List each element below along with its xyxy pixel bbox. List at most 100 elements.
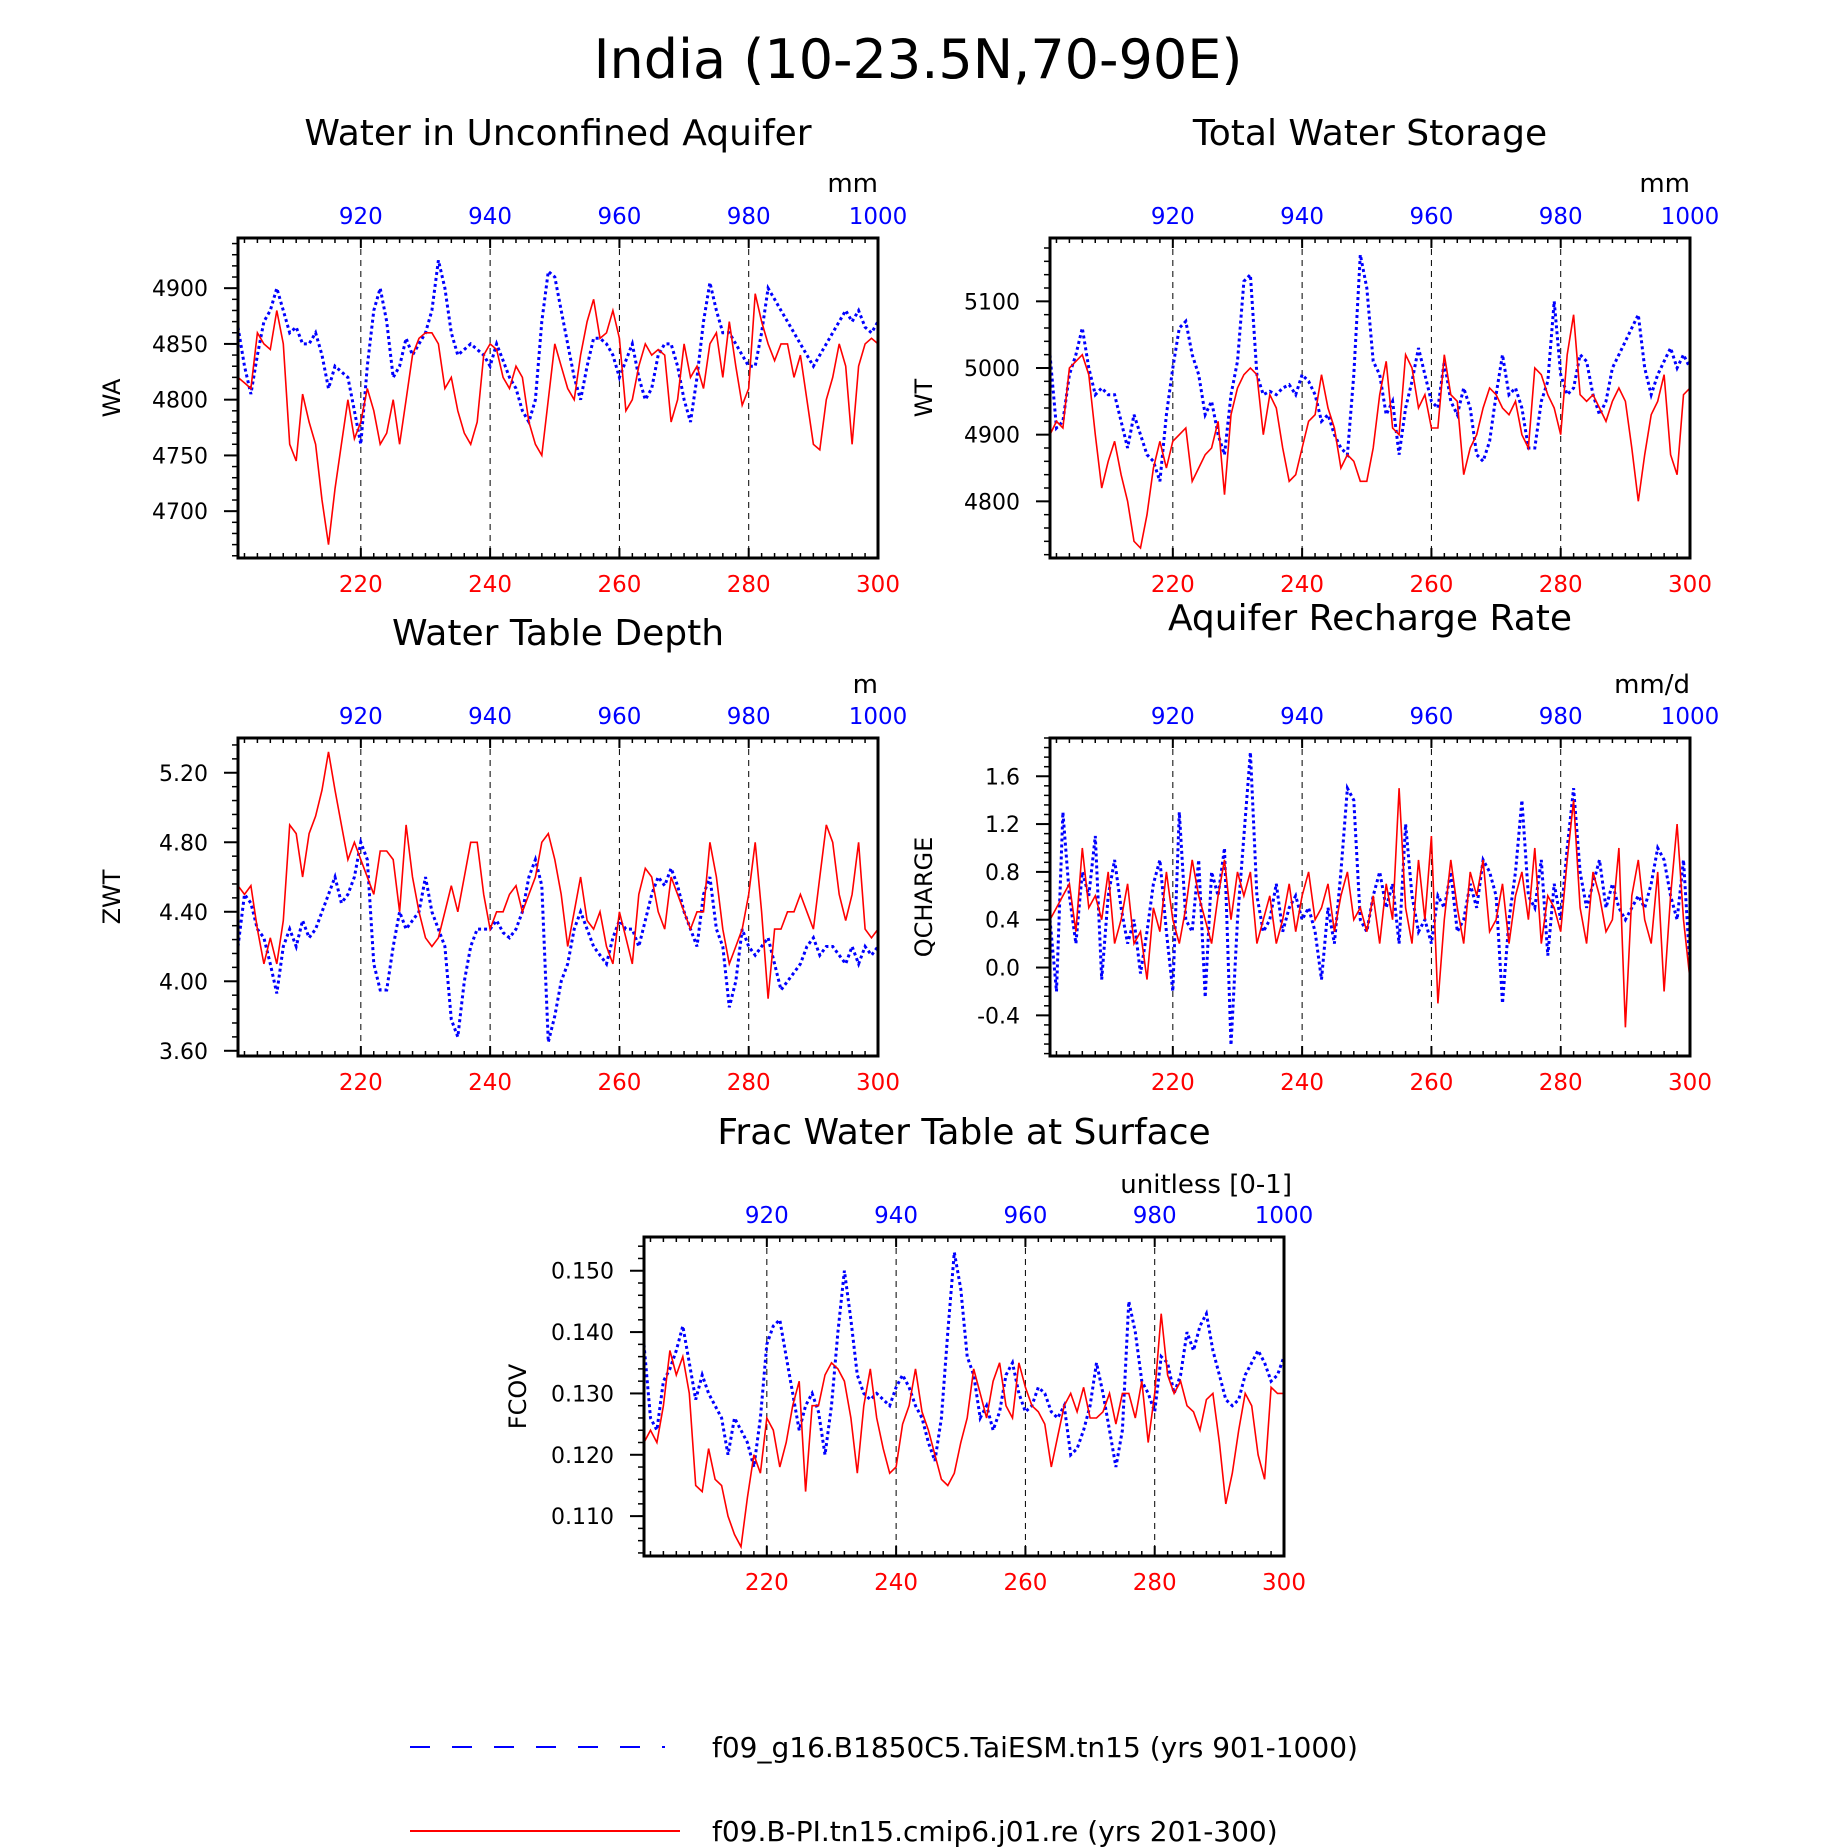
x-tick-label-top: 920	[339, 704, 383, 730]
y-tick-label: 3.60	[159, 1040, 208, 1065]
panel-3: Water Table Depth m ZWT 220 920 240 940 260 960 2…	[98, 613, 907, 1096]
x-tick-label-bottom: 220	[339, 1070, 383, 1096]
x-tick-label-top: 940	[874, 1203, 918, 1229]
x-tick-label-bottom: 260	[597, 1070, 641, 1096]
y-axis-label: WA	[98, 378, 126, 417]
x-tick-label-bottom: 300	[1668, 572, 1712, 598]
units-label: mm	[1639, 169, 1690, 199]
x-tick-label-bottom: 220	[1151, 1070, 1195, 1096]
panel-title: Aquifer Recharge Rate	[1168, 598, 1572, 639]
x-tick-label-bottom: 240	[468, 1070, 512, 1096]
y-tick-label: 1.2	[985, 813, 1020, 838]
y-tick-label: 4800	[152, 389, 208, 414]
panel-2: Total Water Storage mm WT 220 920 240 940 260 96…	[910, 113, 1719, 598]
units-label: unitless [0-1]	[1120, 1170, 1292, 1200]
units-label: m	[853, 670, 878, 700]
x-tick-label-bottom: 280	[1539, 1070, 1583, 1096]
x-tick-label-top: 960	[1003, 1203, 1047, 1229]
x-tick-label-top: 960	[1409, 704, 1453, 730]
x-tick-label-top: 980	[1539, 204, 1583, 230]
x-tick-label-bottom: 220	[745, 1570, 789, 1596]
x-tick-label-bottom: 220	[339, 572, 383, 598]
y-tick-label: 4.40	[159, 901, 208, 926]
y-tick-label: 4.00	[159, 970, 208, 995]
x-tick-label-top: 940	[1280, 704, 1324, 730]
x-tick-label-top: 980	[1133, 1203, 1177, 1229]
x-tick-label-top: 920	[1151, 704, 1195, 730]
x-tick-label-bottom: 220	[1151, 572, 1195, 598]
plot-frame	[236, 736, 880, 1058]
series-line-blue	[236, 836, 880, 1043]
x-tick-label-top: 960	[1409, 204, 1453, 230]
panel-4: Aquifer Recharge Rate mm/d QCHARGE 220 920 24…	[910, 598, 1719, 1096]
series-line-blue	[642, 1252, 1286, 1468]
x-tick-label-bottom: 300	[856, 572, 900, 598]
x-tick-label-top: 980	[727, 704, 771, 730]
x-tick-label-bottom: 280	[727, 1070, 771, 1096]
panel-title: Total Water Storage	[1192, 113, 1547, 154]
x-tick-label-top: 980	[727, 204, 771, 230]
x-tick-label-bottom: 300	[1262, 1570, 1306, 1596]
x-tick-label-top: 960	[597, 704, 641, 730]
x-tick-label-top: 940	[1280, 204, 1324, 230]
x-tick-label-bottom: 280	[1133, 1570, 1177, 1596]
x-tick-label-bottom: 260	[597, 572, 641, 598]
x-tick-label-top: 980	[1539, 704, 1583, 730]
x-tick-label-bottom: 240	[1280, 1070, 1324, 1096]
y-tick-label: 0.110	[551, 1505, 614, 1530]
x-tick-label-top: 1000	[1661, 704, 1720, 730]
x-tick-label-top: 1000	[849, 204, 908, 230]
series-line-blue	[236, 259, 880, 445]
y-tick-label: 4800	[964, 490, 1020, 515]
y-axis-label: WT	[910, 378, 938, 417]
x-tick-label-bottom: 300	[856, 1070, 900, 1096]
x-tick-label-bottom: 260	[1409, 572, 1453, 598]
legend-label-red: f09.B-PI.tn15.cmip6.j01.re (yrs 201-300)	[712, 1815, 1278, 1848]
x-tick-label-top: 920	[339, 204, 383, 230]
x-tick-label-bottom: 240	[1280, 572, 1324, 598]
series-line-red	[237, 751, 879, 999]
x-tick-label-top: 940	[468, 704, 512, 730]
x-tick-label-bottom: 280	[727, 572, 771, 598]
panel-title: Frac Water Table at Surface	[717, 1112, 1210, 1153]
chart-panels: Water in Unconfined Aquifer mm WA 220 920 240…	[98, 113, 1719, 1596]
panel-title: Water Table Depth	[392, 613, 724, 654]
y-tick-label: 5000	[964, 357, 1020, 382]
y-tick-label: 1.6	[985, 765, 1020, 790]
x-tick-label-bottom: 260	[1003, 1570, 1047, 1596]
y-tick-label: 4900	[152, 277, 208, 302]
series-line-blue	[1048, 254, 1692, 482]
y-tick-label: 4900	[964, 424, 1020, 449]
y-tick-label: 5.20	[159, 762, 208, 787]
panel-5: Frac Water Table at Surface unitless [0-1…	[504, 1112, 1313, 1596]
y-tick-label: 4.80	[159, 831, 208, 856]
main-title: India (10-23.5N,70-90E)	[594, 28, 1243, 91]
y-tick-label: 0.120	[551, 1444, 614, 1469]
x-tick-label-bottom: 240	[874, 1570, 918, 1596]
y-tick-label: 5100	[964, 290, 1020, 315]
y-tick-label: 0.130	[551, 1382, 614, 1407]
y-tick-label: 4850	[152, 333, 208, 358]
x-tick-label-top: 1000	[849, 704, 908, 730]
series-line-blue	[1048, 752, 1692, 1046]
x-tick-label-top: 1000	[1661, 204, 1720, 230]
y-tick-label: 4750	[152, 444, 208, 469]
y-tick-label: 0.0	[985, 957, 1020, 982]
y-tick-label: -0.4	[977, 1004, 1020, 1029]
y-tick-label: 0.4	[985, 909, 1020, 934]
plot-frame	[642, 1235, 1286, 1558]
panel-1: Water in Unconfined Aquifer mm WA 220 920 240…	[98, 113, 907, 598]
y-tick-label: 0.8	[985, 861, 1020, 886]
x-tick-label-top: 1000	[1255, 1203, 1314, 1229]
series-line-red	[237, 293, 879, 545]
x-tick-label-top: 920	[745, 1203, 789, 1229]
x-tick-label-top: 920	[1151, 204, 1195, 230]
plot-frame	[1048, 236, 1692, 560]
plot-frame	[236, 236, 880, 560]
x-tick-label-bottom: 260	[1409, 1070, 1453, 1096]
panel-title: Water in Unconfined Aquifer	[304, 113, 811, 154]
x-tick-label-top: 960	[597, 204, 641, 230]
y-axis-label: FCOV	[504, 1363, 532, 1429]
y-tick-label: 0.140	[551, 1321, 614, 1346]
